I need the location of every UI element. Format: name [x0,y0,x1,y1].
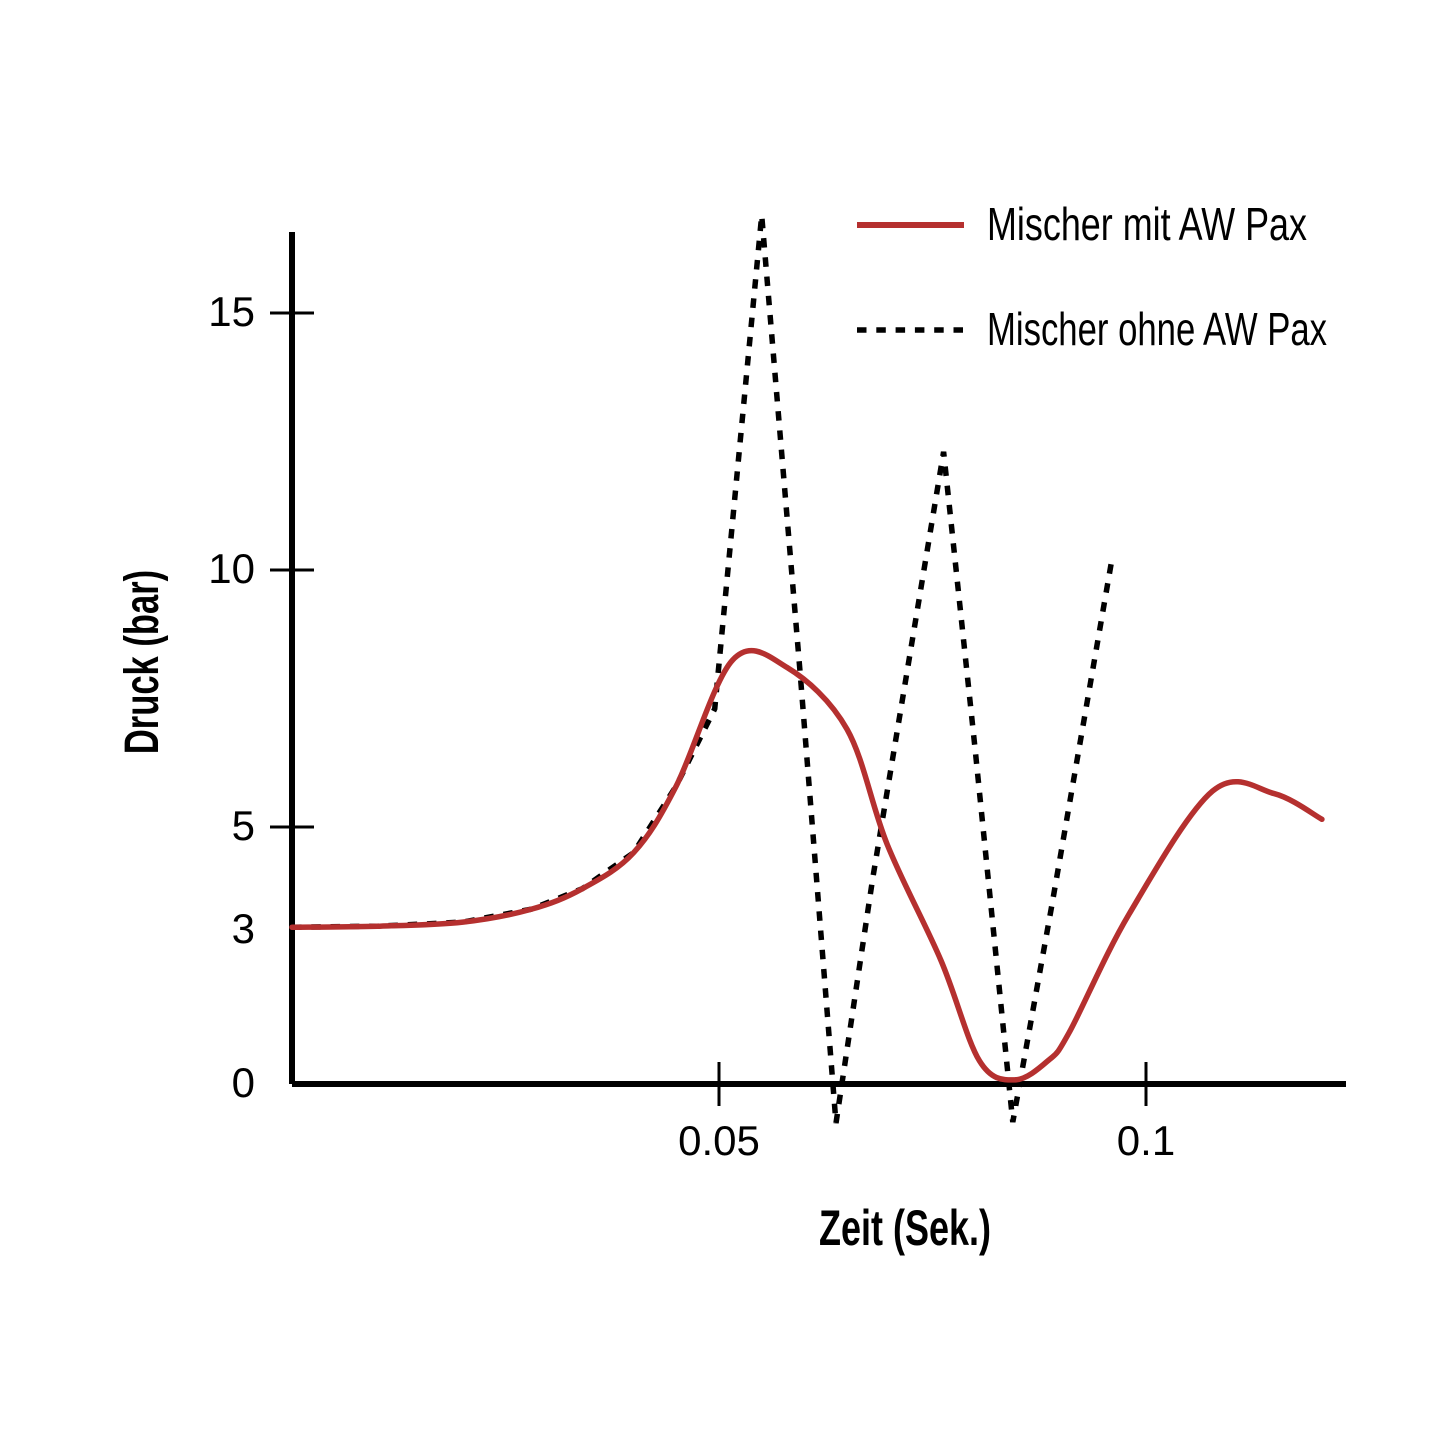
svg-text:5: 5 [232,802,255,849]
svg-text:0.1: 0.1 [1117,1117,1175,1164]
svg-text:10: 10 [208,545,255,592]
svg-text:Mischer ohne AW Pax: Mischer ohne AW Pax [987,303,1327,355]
svg-text:15: 15 [208,288,255,335]
svg-text:Mischer mit AW Pax: Mischer mit AW Pax [987,198,1307,250]
svg-text:0.05: 0.05 [678,1117,760,1164]
svg-text:Zeit (Sek.): Zeit (Sek.) [819,1201,991,1256]
svg-text:Druck (bar): Druck (bar) [114,570,168,754]
svg-text:0: 0 [232,1059,255,1106]
svg-text:3: 3 [232,905,255,952]
